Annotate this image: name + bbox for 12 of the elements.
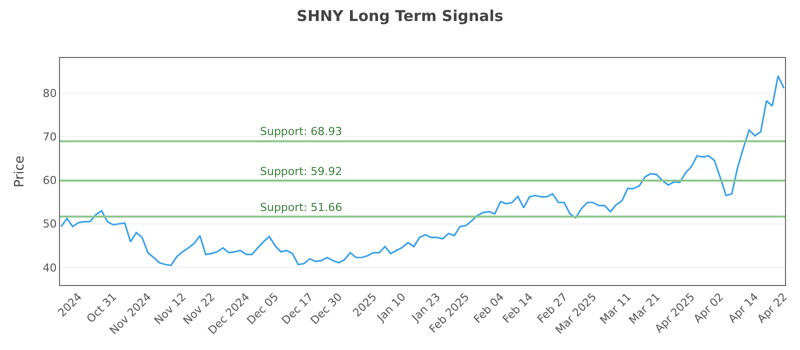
chart-title: SHNY Long Term Signals [296, 7, 504, 25]
ref-line-label: Support: 51.66 [260, 201, 342, 214]
x-tick-label: Jan 10 [374, 290, 408, 325]
line-series [60, 75, 785, 266]
y-tick-label: 70 [42, 130, 57, 144]
y-axis-title: Price [12, 156, 28, 188]
y-tick-label: 40 [42, 261, 57, 274]
ref-line-label: Support: 59.92 [260, 165, 342, 178]
y-tick-label: 60 [42, 174, 57, 188]
y-tick-label: 50 [42, 218, 57, 231]
y-tick-label: 80 [42, 86, 57, 100]
ref-line-label: Support: 68.93 [260, 125, 342, 138]
